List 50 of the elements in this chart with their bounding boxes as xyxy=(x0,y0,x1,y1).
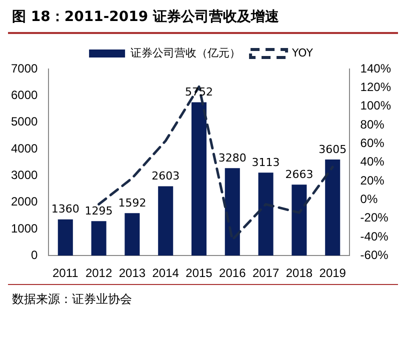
bar xyxy=(158,186,174,256)
bar xyxy=(258,172,274,256)
y-tick-label: 5000 xyxy=(10,114,38,129)
legend-label: 证券公司营收（亿元） xyxy=(130,46,241,60)
y2-tick-label: 80% xyxy=(360,117,385,132)
x-tick-label: 2016 xyxy=(219,266,246,280)
bar xyxy=(325,160,340,256)
data-label: 3113 xyxy=(252,156,280,169)
data-label: 2663 xyxy=(285,168,314,181)
legend-label: YOY xyxy=(291,46,314,60)
bar xyxy=(292,184,307,256)
y-tick-label: 4000 xyxy=(10,141,38,156)
bar xyxy=(91,221,106,256)
data-label: 2603 xyxy=(152,170,180,183)
bar xyxy=(58,219,73,256)
bar xyxy=(124,213,140,256)
y-tick-label: 0 xyxy=(31,248,38,262)
y-tick-label: 6000 xyxy=(10,88,38,102)
y2-tick-label: 20% xyxy=(360,173,385,188)
x-tick-label: 2017 xyxy=(252,266,280,280)
data-label: 1592 xyxy=(118,196,146,210)
chart-title: 图 18：2011-2019 证券公司营收及增速 xyxy=(8,0,398,34)
y-tick-label: 3000 xyxy=(10,168,38,182)
x-tick-label: 2013 xyxy=(118,266,146,280)
y2-tick-label: -60% xyxy=(360,248,389,262)
x-tick-label: 2018 xyxy=(286,266,313,280)
x-tick-label: 2011 xyxy=(52,266,79,280)
data-label: 1295 xyxy=(84,204,113,218)
y2-tick-label: -20% xyxy=(360,210,389,225)
y2-tick-label: -40% xyxy=(360,229,389,244)
bar xyxy=(224,168,240,256)
x-tick-label: 2014 xyxy=(152,266,180,280)
data-label: 3280 xyxy=(218,152,246,165)
x-tick-label: 2012 xyxy=(85,266,112,280)
y-tick-label: 1000 xyxy=(10,221,38,236)
y2-tick-label: 40% xyxy=(360,154,385,169)
data-label: 3605 xyxy=(318,142,347,156)
x-tick-label: 2019 xyxy=(319,266,346,280)
data-label: 5752 xyxy=(185,86,213,99)
y2-tick-label: 60% xyxy=(360,136,385,150)
bar xyxy=(191,102,207,256)
x-tick-label: 2015 xyxy=(186,266,213,280)
y2-tick-label: 120% xyxy=(360,80,392,94)
y2-tick-label: 0% xyxy=(360,192,378,206)
data-label: 1360 xyxy=(51,202,80,216)
y2-tick-label: 140% xyxy=(360,61,392,76)
y-tick-label: 7000 xyxy=(10,61,38,76)
source-note: 数据来源：证券业协会 xyxy=(8,284,398,314)
y-tick-label: 2000 xyxy=(10,194,38,209)
y2-tick-label: 100% xyxy=(360,98,392,113)
